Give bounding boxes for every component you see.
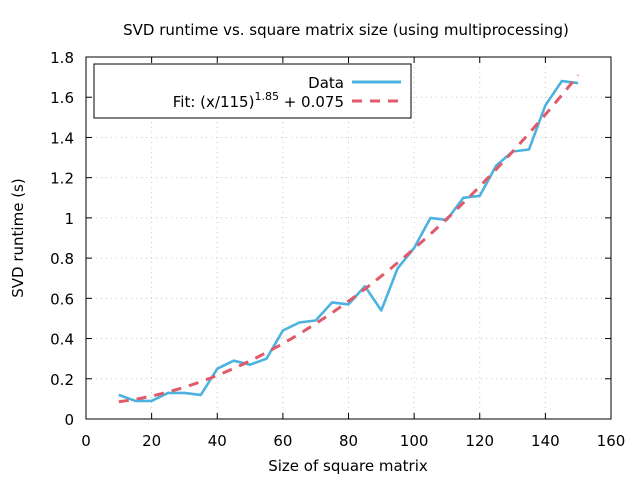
y-tick-label: 0	[64, 411, 74, 429]
x-tick-label: 100	[400, 432, 429, 450]
legend-label-fit: Fit: (x/115)1.85 + 0.075	[173, 90, 344, 111]
x-tick-label: 120	[465, 432, 494, 450]
x-tick-label: 80	[339, 432, 358, 450]
y-tick-label: 1.4	[50, 129, 74, 147]
y-tick-label: 0.8	[50, 250, 74, 268]
x-tick-label: 140	[531, 432, 560, 450]
x-tick-label: 60	[273, 432, 292, 450]
x-tick-label: 0	[81, 432, 91, 450]
series-line-fit	[118, 74, 580, 404]
x-tick-label: 40	[208, 432, 227, 450]
y-axis-title: SVD runtime (s)	[9, 178, 27, 297]
y-tick-label: 1.2	[50, 170, 74, 188]
y-tick-label: 0.2	[50, 371, 74, 389]
y-axis: 0 0.2 0.4 0.6 0.8 1 1.2 1.4 1.6 1.8	[50, 49, 611, 429]
y-tick-label: 1	[64, 210, 74, 228]
y-tick-label: 0.4	[50, 331, 74, 349]
legend-fit-exponent: 1.85	[254, 90, 279, 103]
y-tick-label: 0.6	[50, 290, 74, 308]
legend-box	[93, 63, 412, 119]
legend-label-data: Data	[308, 74, 344, 92]
legend: Data Fit: (x/115)1.85 + 0.075	[93, 63, 412, 119]
x-tick-label: 160	[597, 432, 626, 450]
chart-title: SVD runtime vs. square matrix size (usin…	[123, 21, 569, 39]
series-line-data	[118, 79, 579, 403]
legend-fit-suffix: + 0.075	[279, 93, 344, 111]
x-tick-label: 20	[142, 432, 161, 450]
y-tick-label: 1.8	[50, 49, 74, 67]
x-axis-title: Size of square matrix	[268, 457, 428, 475]
legend-fit-prefix: Fit: (x/115)	[173, 93, 255, 111]
series-layer	[118, 74, 580, 404]
y-tick-label: 1.6	[50, 89, 74, 107]
x-axis: 0 20 40 60 80 100 120 140 160	[81, 57, 625, 450]
